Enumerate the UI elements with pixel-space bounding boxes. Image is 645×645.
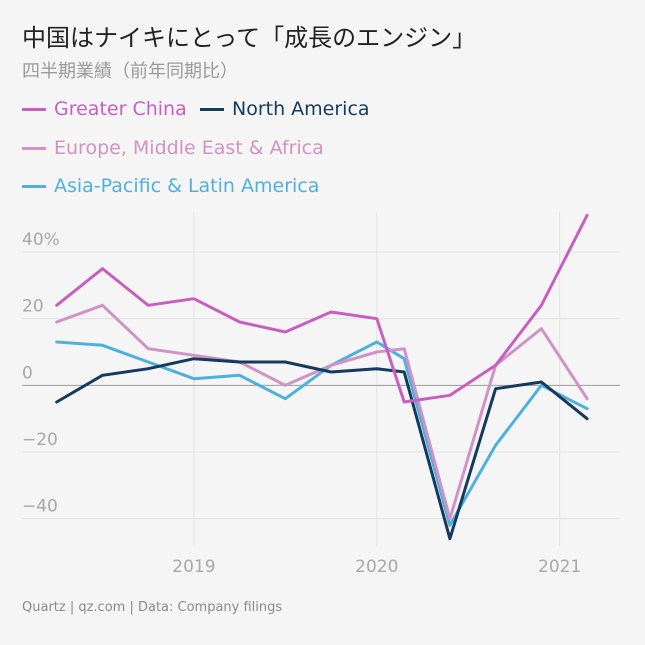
x-tick-label: 2020 bbox=[355, 557, 398, 577]
series-line-greater-china bbox=[55, 213, 589, 404]
series-line-north-america bbox=[55, 357, 589, 541]
legend-item-north-america: North America bbox=[200, 98, 370, 120]
chart-subtitle: 四半期業績（前年同期比） bbox=[22, 61, 238, 82]
legend-label: North America bbox=[232, 98, 370, 120]
legend-swatch bbox=[22, 146, 46, 150]
legend-item-greater-china: Greater China bbox=[22, 98, 187, 120]
legend-swatch bbox=[22, 184, 46, 188]
chart-title: 中国はナイキにとって「成長のエンジン」 bbox=[22, 24, 477, 52]
y-tick-label: 0 bbox=[22, 363, 33, 383]
legend-label: Asia-Pacific & Latin America bbox=[54, 175, 320, 197]
legend-swatch bbox=[200, 107, 224, 111]
legend-label: Europe, Middle East & Africa bbox=[54, 137, 324, 159]
y-tick-label: −40 bbox=[22, 497, 58, 517]
x-tick-label: 2019 bbox=[172, 557, 215, 577]
y-tick-label: −20 bbox=[22, 430, 58, 450]
legend-item-apla: Asia-Pacific & Latin America bbox=[22, 175, 319, 197]
y-tick-label: 40% bbox=[22, 230, 60, 250]
x-tick-label: 2021 bbox=[538, 557, 581, 577]
legend-label: Greater China bbox=[54, 98, 187, 120]
legend-item-emea: Europe, Middle East & Africa bbox=[22, 137, 324, 159]
source-note: Quartz | qz.com | Data: Company filings bbox=[22, 600, 283, 615]
legend-swatch bbox=[22, 107, 46, 111]
y-tick-label: 20 bbox=[22, 297, 44, 317]
series-line-europe-middle-east-africa bbox=[55, 303, 589, 521]
